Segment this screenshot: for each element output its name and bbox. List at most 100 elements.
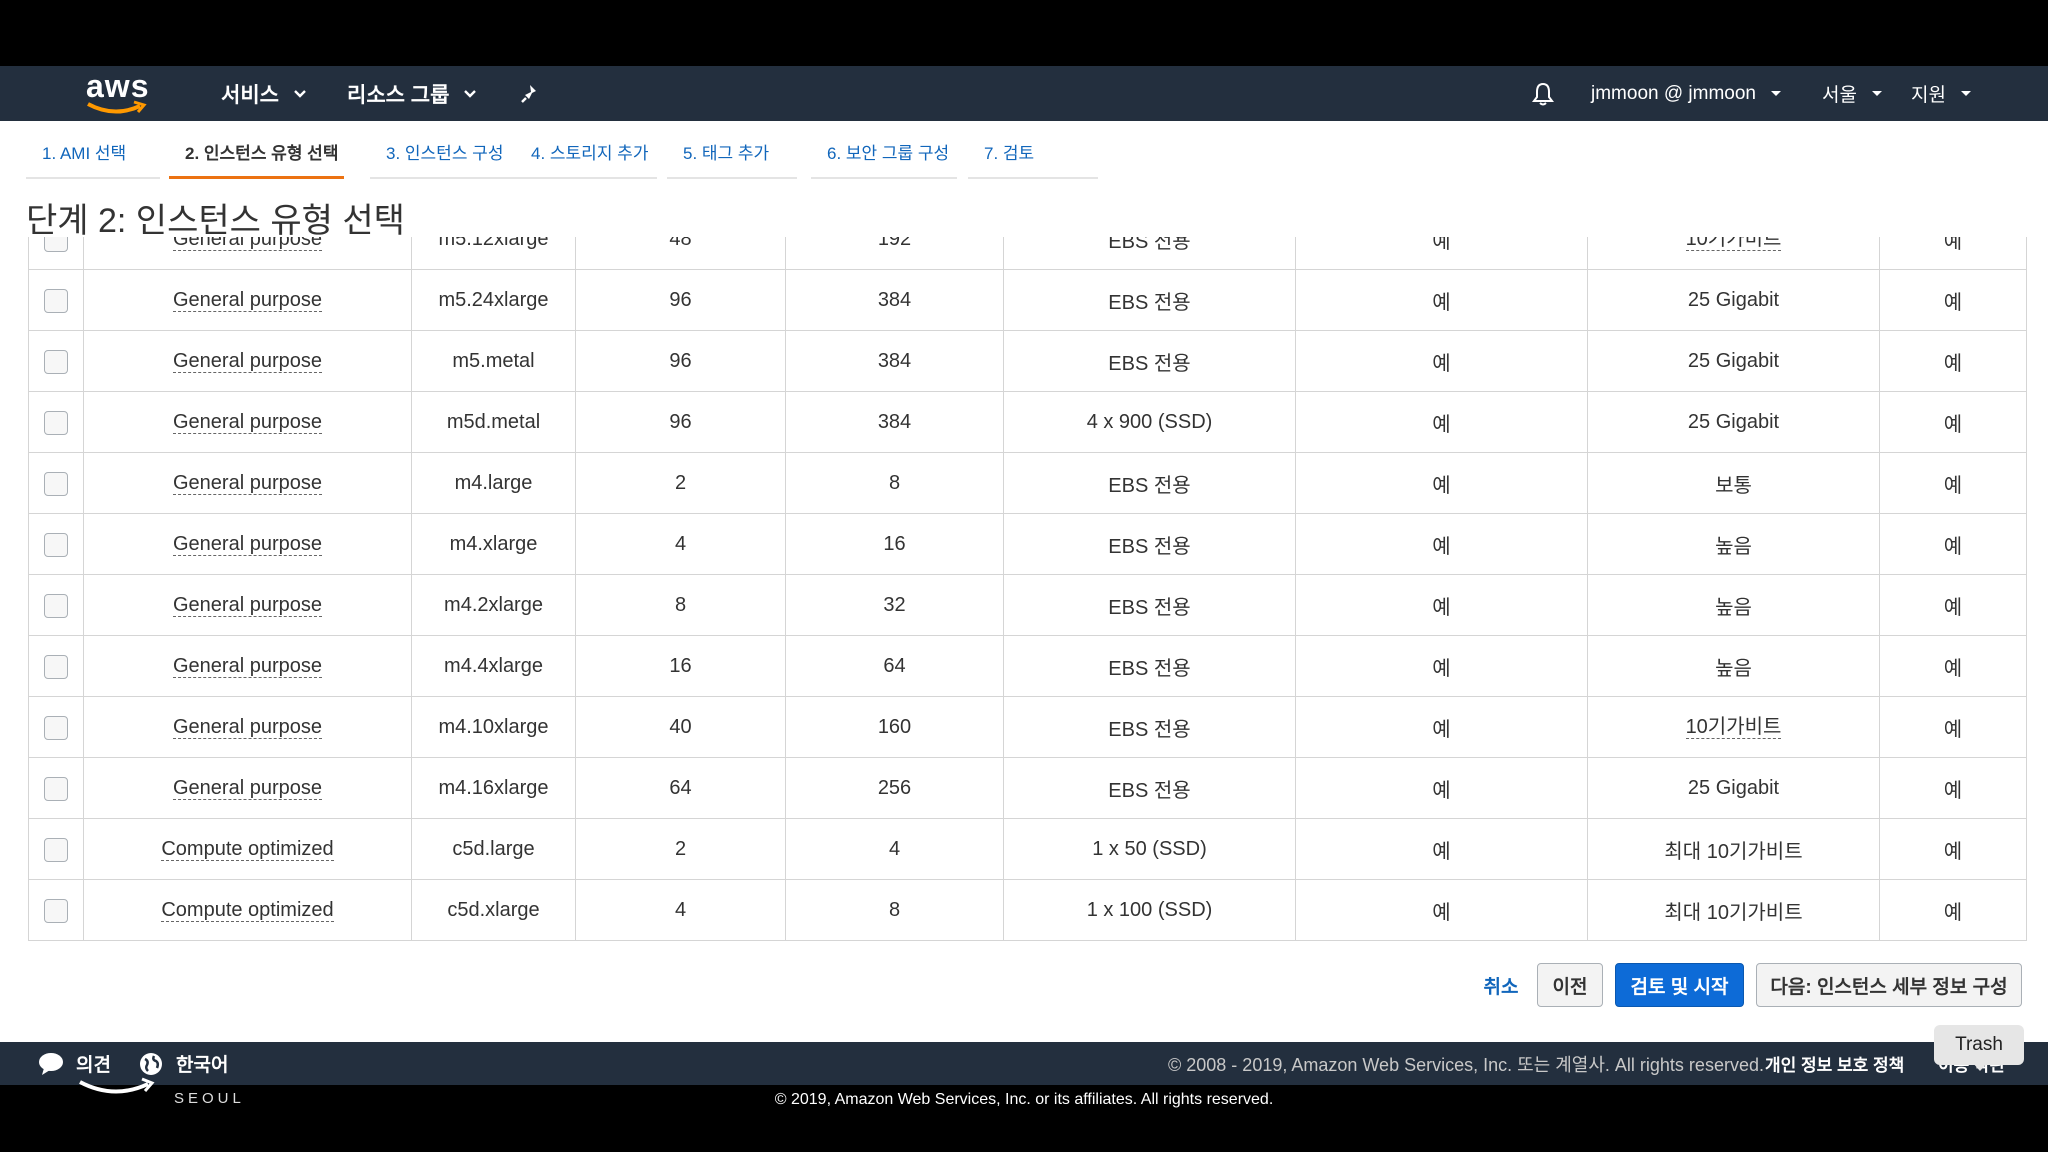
table-row[interactable]: General purpose m4.10xlarge 40 160 EBS 전용 예 10… — [28, 697, 2027, 758]
row-checkbox[interactable] — [44, 593, 68, 618]
storage-cell: EBS 전용 — [1004, 270, 1296, 331]
instance-type-text: c5d.large — [452, 838, 535, 860]
memory-text: 384 — [877, 289, 912, 311]
vcpu-cell: 2 — [576, 453, 786, 514]
select-cell[interactable] — [28, 270, 84, 331]
select-cell[interactable] — [28, 331, 84, 392]
resource-groups-menu[interactable]: 리소스 그룹 — [347, 66, 477, 121]
select-cell[interactable] — [28, 758, 84, 819]
row-checkbox[interactable] — [44, 410, 68, 435]
notifications-button[interactable] — [1530, 66, 1556, 121]
ebs-optimized-text: 예 — [1432, 414, 1451, 436]
table-row[interactable]: Compute optimized c5d.large 2 4 1 x 50 (SSD)… — [28, 819, 2027, 880]
select-cell[interactable] — [28, 514, 84, 575]
row-checkbox[interactable] — [44, 715, 68, 740]
family-cell: General purpose — [84, 331, 412, 392]
globe-icon — [140, 1052, 162, 1075]
select-cell[interactable] — [28, 575, 84, 636]
console-footer: 의견 한국어 © 2008 - 2019, Amazon Web Service… — [0, 1042, 2048, 1085]
select-cell[interactable] — [28, 237, 84, 270]
privacy-policy-link[interactable]: 개인 정보 보호 정책 — [1765, 1056, 1905, 1075]
wizard-tab-5[interactable]: 5. 태그 추가 — [667, 139, 797, 179]
table-row[interactable]: General purpose m5.24xlarge 96 384 EBS 전용 예 25… — [28, 270, 2027, 331]
services-menu[interactable]: 서비스 — [221, 66, 307, 121]
table-row[interactable]: General purpose m4.4xlarge 16 64 EBS 전용 예 높음 예 — [28, 636, 2027, 697]
instance-type-text: m4.2xlarge — [444, 594, 543, 616]
row-checkbox[interactable] — [44, 898, 68, 923]
table-row[interactable]: General purpose m4.2xlarge 8 32 EBS 전용 예 높음 예 — [28, 575, 2027, 636]
ipv6-cell: 예 — [1880, 453, 2027, 514]
row-checkbox[interactable] — [44, 837, 68, 862]
row-checkbox[interactable] — [44, 532, 68, 557]
feedback-link[interactable]: 의견 — [38, 1042, 111, 1085]
table-row[interactable]: General purpose m4.16xlarge 64 256 EBS 전용 예 25… — [28, 758, 2027, 819]
wizard-tab-4[interactable]: 4. 스토리지 추가 — [515, 139, 657, 179]
family-text[interactable]: General purpose — [173, 411, 322, 434]
row-checkbox[interactable] — [44, 237, 68, 252]
select-cell[interactable] — [28, 880, 84, 941]
storage-cell: EBS 전용 — [1004, 514, 1296, 575]
cancel-button[interactable]: 취소 — [1483, 976, 1519, 998]
wizard-tab-3[interactable]: 3. 인스턴스 구성 — [370, 139, 516, 179]
table-row[interactable]: General purpose m4.large 2 8 EBS 전용 예 보통 예 — [28, 453, 2027, 514]
instance-type-cell: m5d.metal — [412, 392, 576, 453]
row-checkbox[interactable] — [44, 349, 68, 374]
instance-type-table[interactable]: General purpose m5.12xlarge 48 192 EBS 전용 예 10… — [28, 237, 2027, 1072]
tab-underline — [169, 176, 344, 179]
wizard-tab-6[interactable]: 6. 보안 그룹 구성 — [811, 139, 957, 179]
family-text[interactable]: General purpose — [173, 289, 322, 312]
ipv6-text: 예 — [1943, 719, 1963, 741]
family-text[interactable]: General purpose — [173, 350, 322, 373]
previous-button[interactable]: 이전 — [1537, 963, 1603, 1007]
review-launch-button[interactable]: 검토 및 시작 — [1615, 963, 1744, 1007]
select-cell[interactable] — [28, 697, 84, 758]
account-menu[interactable]: jmmoon @ jmmoon — [1591, 66, 1782, 121]
network-performance-text[interactable]: 10기가비트 — [1685, 716, 1782, 739]
region-label: 서울 — [1822, 85, 1857, 106]
region-menu[interactable]: 서울 — [1822, 66, 1883, 121]
support-menu[interactable]: 지원 — [1911, 66, 1972, 121]
row-checkbox[interactable] — [44, 471, 68, 496]
family-text[interactable]: General purpose — [173, 594, 322, 617]
family-text[interactable]: General purpose — [173, 716, 322, 739]
select-cell[interactable] — [28, 453, 84, 514]
family-text[interactable]: Compute optimized — [161, 838, 334, 861]
ebs-optimized-cell: 예 — [1296, 758, 1588, 819]
family-text[interactable]: General purpose — [173, 655, 322, 678]
network-performance-text: 높음 — [1715, 658, 1752, 680]
storage-text: 1 x 100 (SSD) — [1086, 899, 1213, 921]
table-row[interactable]: General purpose m4.xlarge 4 16 EBS 전용 예 높음 예 — [28, 514, 2027, 575]
family-text[interactable]: General purpose — [173, 472, 322, 495]
wizard-tab-7[interactable]: 7. 검토 — [968, 139, 1098, 179]
select-cell[interactable] — [28, 636, 84, 697]
next-button[interactable]: 다음: 인스턴스 세부 정보 구성 — [1756, 963, 2022, 1007]
select-cell[interactable] — [28, 819, 84, 880]
family-text[interactable]: General purpose — [173, 777, 322, 800]
trash-tooltip: Trash — [1934, 1025, 2024, 1065]
family-cell: General purpose — [84, 514, 412, 575]
memory-cell: 256 — [786, 758, 1004, 819]
table-row[interactable]: Compute optimized c5d.xlarge 4 8 1 x 100 (SS… — [28, 880, 2027, 941]
network-performance-text[interactable]: 10기가비트 — [1685, 237, 1782, 251]
pin-button[interactable] — [519, 66, 541, 121]
family-text[interactable]: Compute optimized — [161, 899, 334, 922]
wizard-tab-2[interactable]: 2. 인스턴스 유형 선택 — [169, 139, 344, 179]
storage-cell: EBS 전용 — [1004, 575, 1296, 636]
row-checkbox[interactable] — [44, 776, 68, 801]
table-row[interactable]: General purpose m5.metal 96 384 EBS 전용 예 25 Gi… — [28, 331, 2027, 392]
wizard-tab-1[interactable]: 1. AMI 선택 — [26, 139, 160, 179]
table-row[interactable]: General purpose m5d.metal 96 384 4 x 900 (SS… — [28, 392, 2027, 453]
row-checkbox[interactable] — [44, 288, 68, 313]
ebs-optimized-cell: 예 — [1296, 880, 1588, 941]
storage-cell: EBS 전용 — [1004, 331, 1296, 392]
aws-logo[interactable]: aws — [84, 68, 148, 116]
language-selector[interactable]: 한국어 — [138, 1042, 228, 1085]
table-row[interactable]: General purpose m5.12xlarge 48 192 EBS 전용 예 10… — [28, 237, 2027, 270]
family-text[interactable]: General purpose — [173, 533, 322, 556]
family-text[interactable]: General purpose — [173, 237, 322, 251]
select-cell[interactable] — [28, 392, 84, 453]
storage-text: 4 x 900 (SSD) — [1086, 411, 1213, 433]
vcpu-cell: 64 — [576, 758, 786, 819]
vcpu-cell: 4 — [576, 880, 786, 941]
row-checkbox[interactable] — [44, 654, 68, 679]
